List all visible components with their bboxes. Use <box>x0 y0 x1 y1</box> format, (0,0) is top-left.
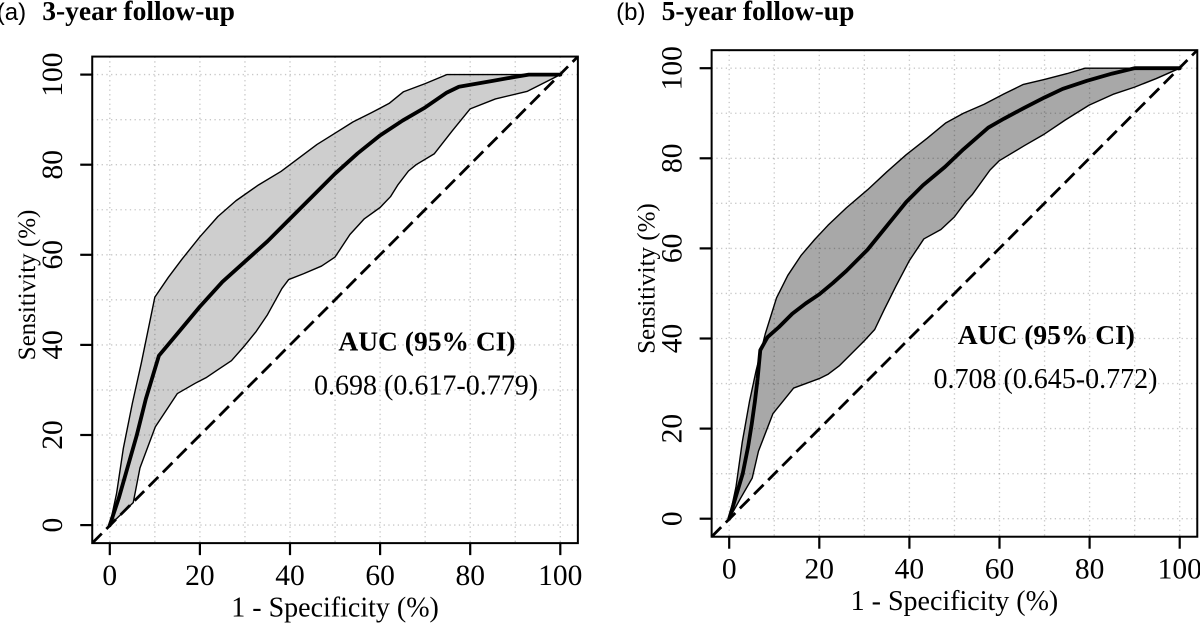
svg-text:(a): (a) <box>0 0 26 26</box>
svg-text:60: 60 <box>365 560 395 592</box>
svg-text:AUC (95% CI): AUC (95% CI) <box>338 326 515 357</box>
svg-text:5-year follow-up: 5-year follow-up <box>662 0 855 26</box>
svg-text:80: 80 <box>37 150 69 180</box>
svg-text:Sensitivity (%): Sensitivity (%) <box>14 210 41 361</box>
svg-text:0: 0 <box>722 554 737 586</box>
svg-text:1 - Specificity (%): 1 - Specificity (%) <box>231 593 439 624</box>
svg-text:80: 80 <box>657 144 689 174</box>
svg-text:20: 20 <box>805 554 835 586</box>
svg-text:60: 60 <box>37 240 69 269</box>
svg-text:(b): (b) <box>616 0 645 26</box>
svg-text:0.708 (0.645-0.772): 0.708 (0.645-0.772) <box>933 364 1157 395</box>
svg-text:20: 20 <box>657 414 689 444</box>
svg-text:0: 0 <box>657 511 689 526</box>
svg-text:40: 40 <box>275 560 305 592</box>
svg-text:40: 40 <box>37 330 69 360</box>
svg-text:20: 20 <box>37 420 69 450</box>
svg-text:60: 60 <box>985 554 1015 586</box>
svg-text:0: 0 <box>102 560 117 592</box>
svg-text:20: 20 <box>185 560 215 592</box>
svg-text:1 - Specificity (%): 1 - Specificity (%) <box>851 586 1059 617</box>
svg-text:0: 0 <box>37 518 69 533</box>
svg-text:80: 80 <box>455 560 485 592</box>
svg-text:60: 60 <box>657 234 689 264</box>
svg-text:40: 40 <box>895 554 925 586</box>
svg-text:80: 80 <box>1075 554 1105 586</box>
svg-text:100: 100 <box>37 52 69 96</box>
svg-text:100: 100 <box>538 560 582 592</box>
svg-text:0.698 (0.617-0.779): 0.698 (0.617-0.779) <box>314 370 538 401</box>
svg-text:3-year follow-up: 3-year follow-up <box>42 0 235 26</box>
svg-text:100: 100 <box>657 46 689 90</box>
svg-text:Sensitivity (%): Sensitivity (%) <box>634 203 661 354</box>
svg-text:40: 40 <box>657 324 689 354</box>
svg-text:100: 100 <box>1158 554 1200 586</box>
svg-text:AUC (95% CI): AUC (95% CI) <box>958 319 1135 350</box>
